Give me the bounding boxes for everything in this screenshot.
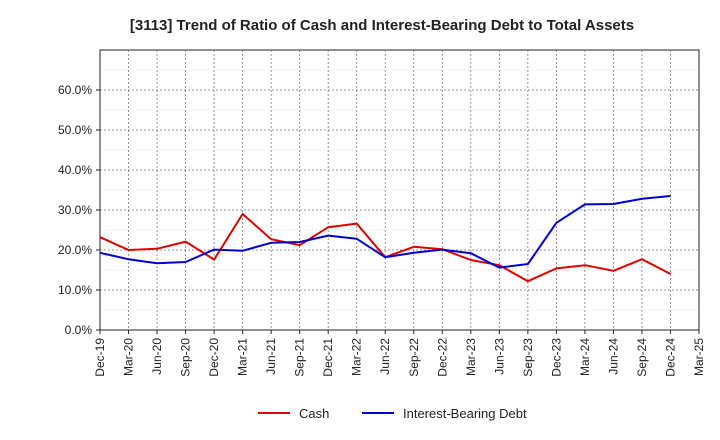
chart-title: [3113] Trend of Ratio of Cash and Intere… [130,17,634,34]
plot-area [99,49,700,331]
x-tick-label: Dec-23 [549,338,563,377]
x-tick-label: Mar-23 [464,338,478,376]
legend: Cash Interest-Bearing Debt [258,406,527,421]
x-tick-label: Mar-22 [350,338,364,376]
x-tick-label: Dec-22 [435,338,449,377]
x-tick-label: Jun-20 [150,338,164,375]
x-tick-label: Sep-20 [179,338,193,377]
x-tick-label: Mar-25 [692,338,706,376]
legend-label-interest-bearing-debt: Interest-Bearing Debt [403,406,527,421]
y-tick-label: 20.0% [58,243,92,257]
series-lines [99,195,671,283]
x-tick-label: Mar-20 [122,338,136,376]
x-tick-label: Sep-21 [293,338,307,377]
y-tick-label: 50.0% [58,123,92,137]
x-tick-label: Jun-21 [264,338,278,375]
x-tick-label: Mar-24 [578,338,592,376]
y-tick-label: 60.0% [58,83,92,97]
y-axis-ticks: 0.0% 10.0% 20.0% 30.0% 40.0% 50.0% 60.0% [58,83,100,337]
series-line-interest-bearing-debt [99,195,671,269]
x-tick-label: Jun-22 [378,338,392,375]
grid-lines [100,50,699,330]
x-tick-label: Dec-19 [93,338,107,377]
x-tick-label: Dec-24 [663,338,677,377]
y-tick-label: 40.0% [58,163,92,177]
y-tick-label: 30.0% [58,203,92,217]
x-axis-ticks: Dec-19 Mar-20 Jun-20 Sep-20 Dec-20 Mar-21 Jun-… [93,330,706,377]
legend-label-cash: Cash [299,406,329,421]
x-tick-label: Sep-22 [407,338,421,377]
x-tick-label: Sep-24 [635,338,649,377]
y-tick-label: 10.0% [58,283,92,297]
x-tick-label: Mar-21 [236,338,250,376]
x-tick-label: Jun-23 [492,338,506,375]
x-tick-label: Dec-20 [207,338,221,377]
y-tick-label: 0.0% [65,323,93,337]
x-tick-label: Sep-23 [521,338,535,377]
x-tick-label: Jun-24 [606,338,620,375]
x-tick-label: Dec-21 [321,338,335,377]
